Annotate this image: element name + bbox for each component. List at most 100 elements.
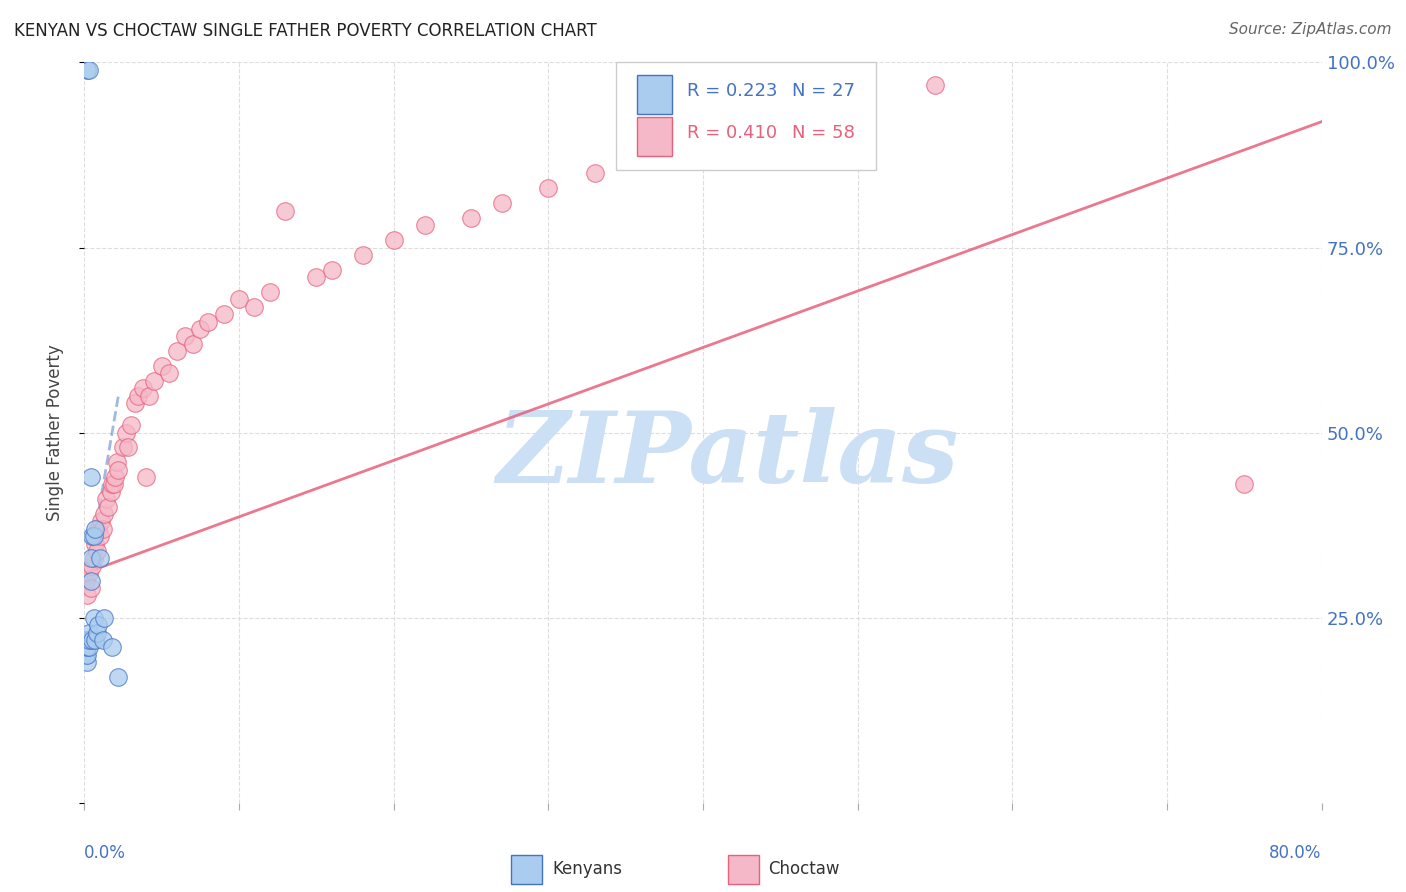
Point <box>491 196 513 211</box>
Point <box>96 500 118 514</box>
Point <box>460 211 482 225</box>
Point <box>75 640 97 655</box>
Point <box>93 507 115 521</box>
Point <box>76 655 98 669</box>
Point <box>76 589 98 603</box>
Text: R = 0.223: R = 0.223 <box>688 81 778 100</box>
Point <box>89 551 111 566</box>
Point <box>75 632 97 647</box>
Point <box>77 625 100 640</box>
Point <box>382 233 405 247</box>
Point <box>101 477 124 491</box>
Point <box>79 551 101 566</box>
Point <box>75 648 97 662</box>
Point <box>259 285 281 299</box>
Point <box>75 574 97 588</box>
Text: Source: ZipAtlas.com: Source: ZipAtlas.com <box>1229 22 1392 37</box>
Point <box>82 558 104 573</box>
Point <box>143 374 166 388</box>
Point <box>82 632 104 647</box>
Point <box>83 610 105 624</box>
Point <box>79 574 101 588</box>
Point <box>91 522 114 536</box>
Point <box>614 152 637 166</box>
Point <box>105 455 128 469</box>
Point <box>120 418 142 433</box>
Point <box>79 470 101 484</box>
FancyBboxPatch shape <box>728 855 759 884</box>
Point <box>537 181 560 195</box>
Point <box>84 536 107 550</box>
Point <box>212 307 235 321</box>
Point <box>76 640 98 655</box>
Text: ZIPatlas: ZIPatlas <box>496 407 959 503</box>
Point <box>124 396 146 410</box>
Point <box>924 78 946 92</box>
Point <box>83 529 105 543</box>
Point <box>127 388 149 402</box>
Point <box>117 441 139 455</box>
Point <box>77 640 100 655</box>
Point <box>135 470 157 484</box>
Point <box>166 344 188 359</box>
FancyBboxPatch shape <box>512 855 543 884</box>
Text: KENYAN VS CHOCTAW SINGLE FATHER POVERTY CORRELATION CHART: KENYAN VS CHOCTAW SINGLE FATHER POVERTY … <box>14 22 596 40</box>
Point <box>107 670 129 684</box>
Point <box>87 618 110 632</box>
Text: 0.0%: 0.0% <box>84 844 127 862</box>
Point <box>305 270 328 285</box>
Point <box>150 359 173 373</box>
Point <box>93 610 115 624</box>
Point <box>91 632 114 647</box>
Point <box>77 566 100 581</box>
Point <box>112 441 135 455</box>
Point <box>1233 477 1256 491</box>
Text: R = 0.410: R = 0.410 <box>688 124 778 142</box>
Point <box>274 203 297 218</box>
Point <box>84 522 107 536</box>
FancyBboxPatch shape <box>616 62 876 169</box>
Point <box>352 248 374 262</box>
Point <box>181 336 204 351</box>
Point <box>89 529 111 543</box>
Point <box>84 632 107 647</box>
Point <box>94 492 117 507</box>
Point <box>101 640 124 655</box>
Point <box>188 322 211 336</box>
Point <box>86 625 108 640</box>
Point <box>83 551 105 566</box>
Text: 80.0%: 80.0% <box>1270 844 1322 862</box>
Point <box>197 314 219 328</box>
Y-axis label: Single Father Poverty: Single Father Poverty <box>45 344 63 521</box>
Point <box>132 381 155 395</box>
Text: N = 58: N = 58 <box>792 124 855 142</box>
Point <box>104 470 127 484</box>
Text: Kenyans: Kenyans <box>553 861 621 879</box>
Text: Choctaw: Choctaw <box>769 861 839 879</box>
Point <box>228 293 250 307</box>
Point <box>661 136 683 151</box>
FancyBboxPatch shape <box>637 75 672 113</box>
Point <box>86 544 108 558</box>
Point <box>107 462 129 476</box>
Point <box>769 100 792 114</box>
Point <box>174 329 197 343</box>
Point <box>100 484 122 499</box>
Point <box>321 262 343 277</box>
Point <box>103 477 125 491</box>
FancyBboxPatch shape <box>637 117 672 156</box>
Point <box>82 529 104 543</box>
Point <box>583 166 606 180</box>
Point <box>243 300 266 314</box>
Point <box>90 515 112 529</box>
Point <box>115 425 138 440</box>
Point <box>79 581 101 595</box>
Point <box>413 219 436 233</box>
Point <box>76 62 98 77</box>
Point <box>159 367 180 381</box>
Point <box>77 632 100 647</box>
Point <box>138 388 160 402</box>
Point <box>77 62 100 77</box>
Text: N = 27: N = 27 <box>792 81 855 100</box>
Point <box>87 522 110 536</box>
